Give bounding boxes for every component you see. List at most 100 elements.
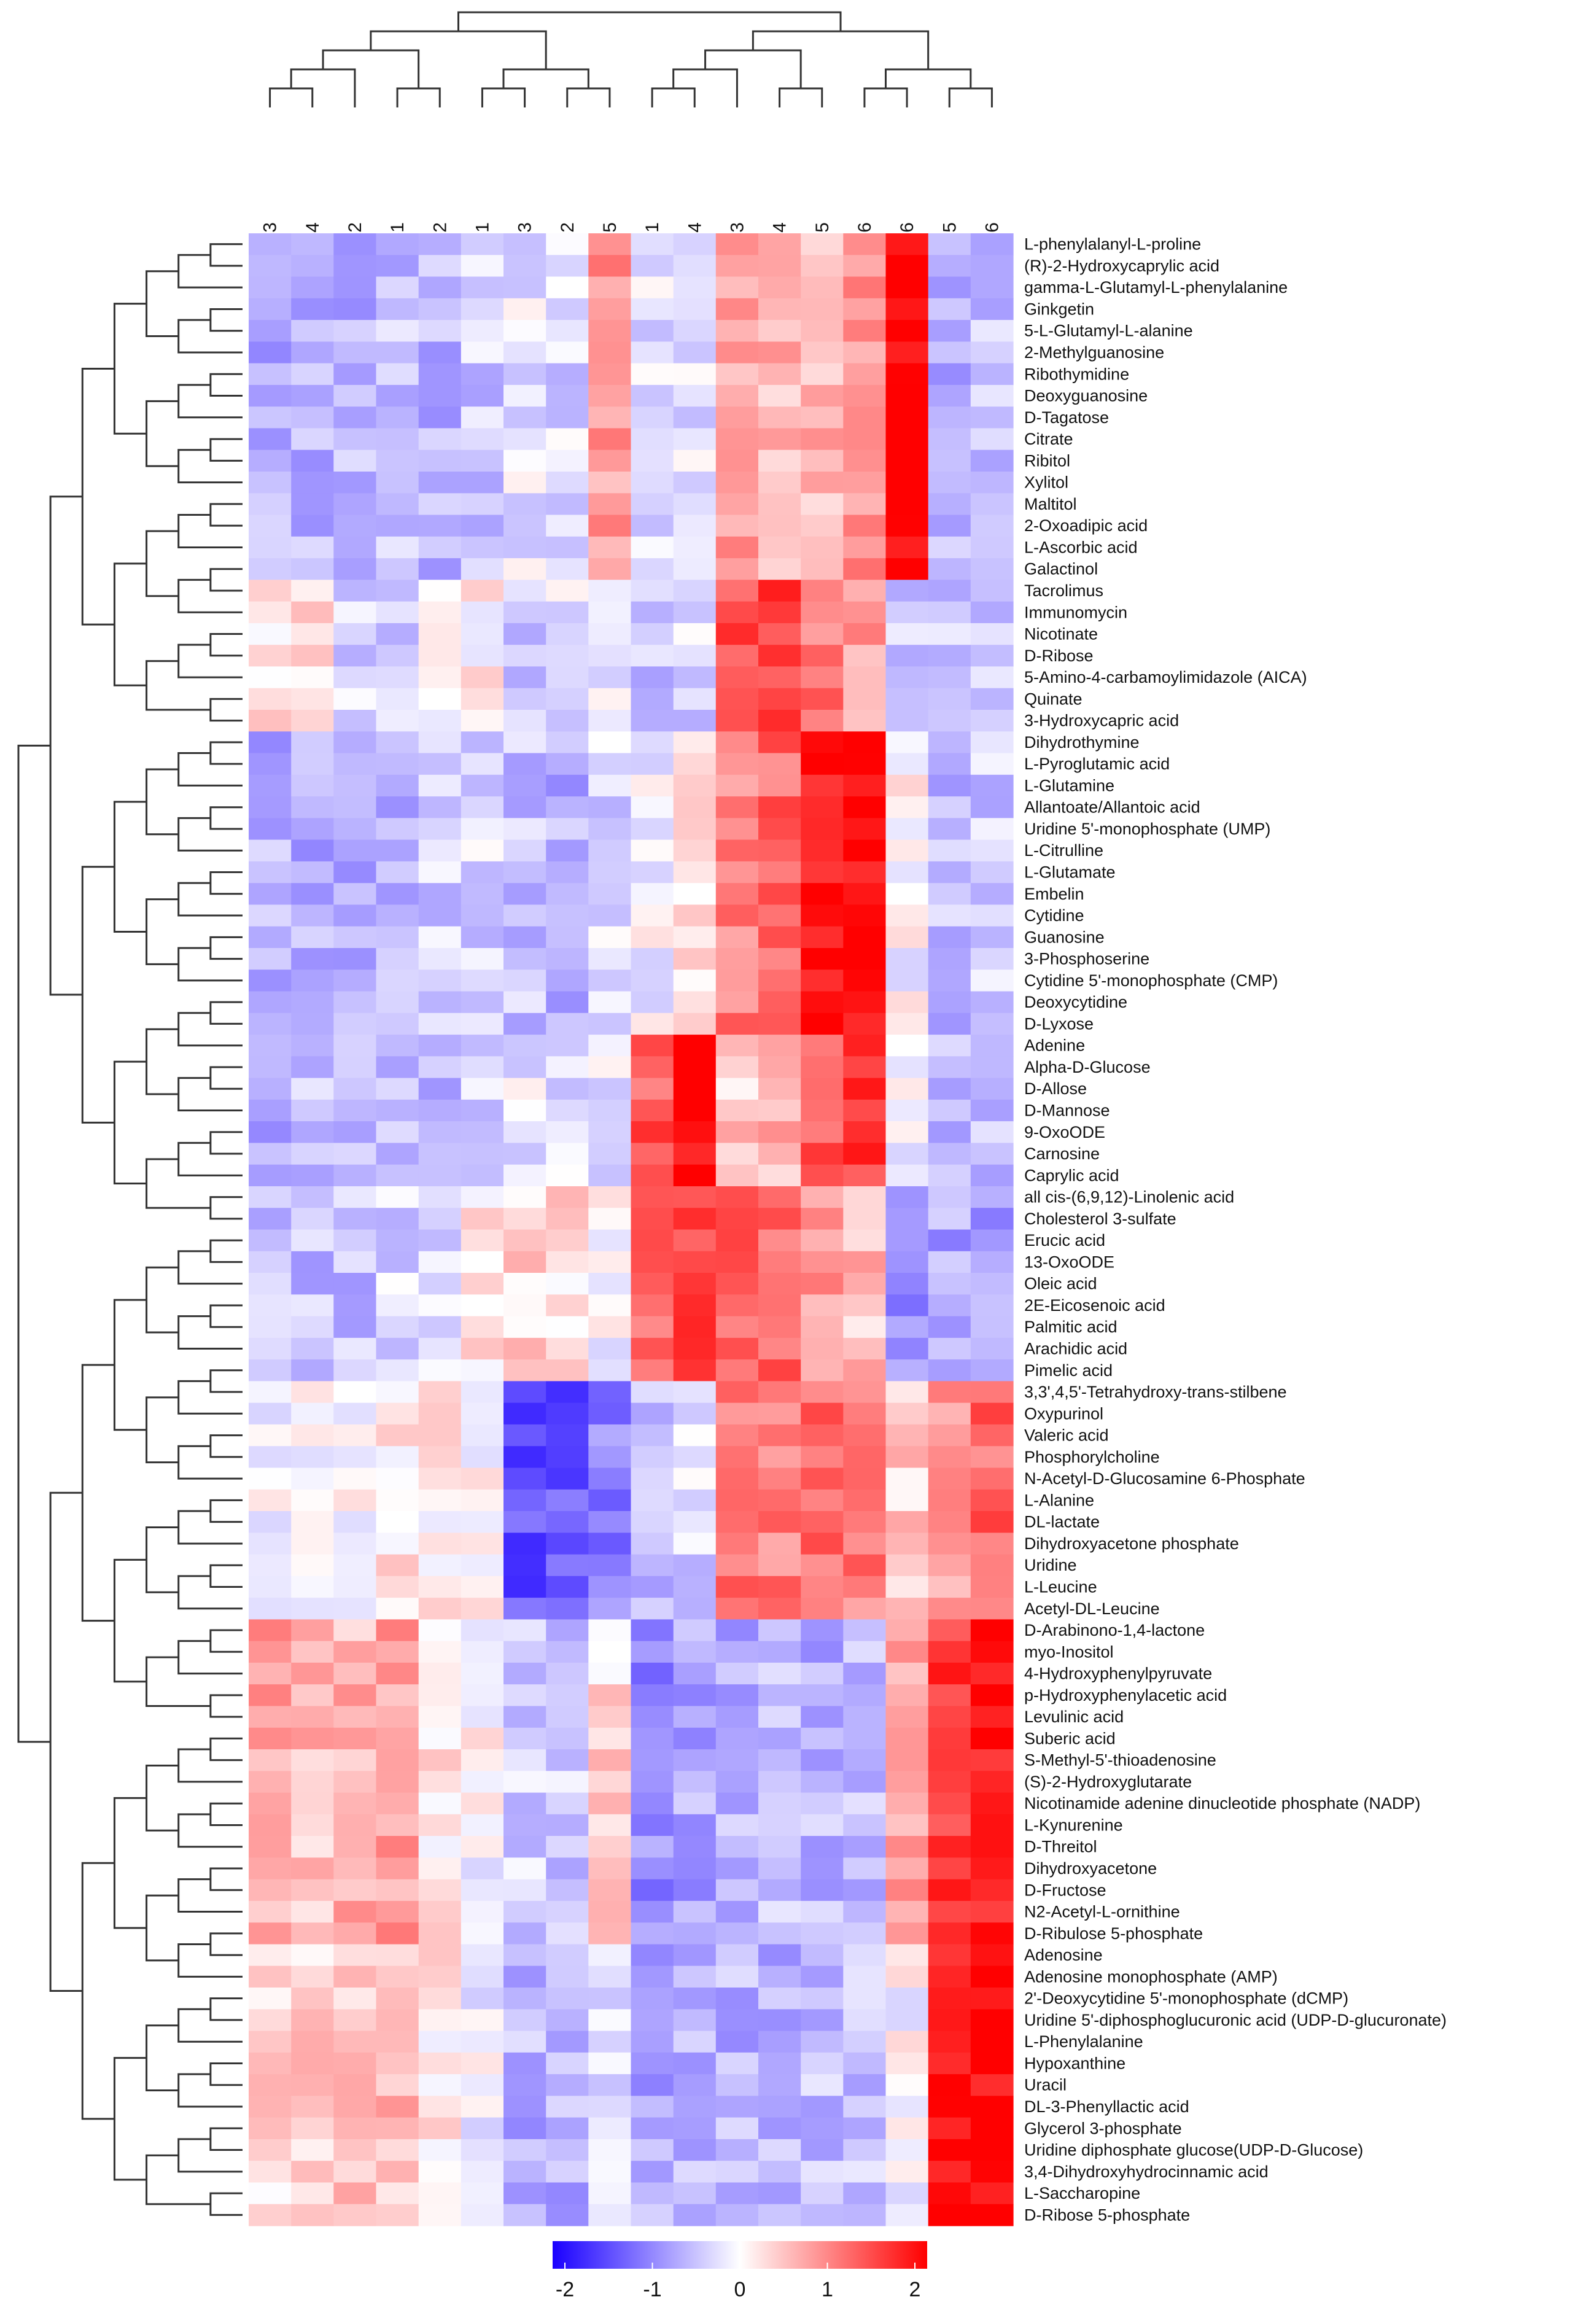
dendrogram-branch (863, 87, 908, 107)
heatmap-cell (928, 1143, 971, 1165)
heatmap-cell (588, 233, 632, 255)
heatmap-cell (758, 774, 801, 797)
heatmap-cell (503, 320, 546, 342)
heatmap-cell (546, 276, 589, 299)
heatmap-cell (461, 1857, 504, 1880)
heatmap-cell (673, 1857, 717, 1880)
heatmap-cell (801, 1944, 844, 1967)
heatmap-cell (715, 1836, 759, 1858)
heatmap-cell (333, 1164, 377, 1187)
dendrogram-branch (209, 2062, 243, 2086)
heatmap-cell (715, 2096, 759, 2118)
heatmap-cell (885, 883, 929, 906)
heatmap-cell (461, 1229, 504, 1252)
heatmap-cell (418, 2139, 462, 2161)
heatmap-cell (758, 1554, 801, 1577)
heatmap-cell (885, 731, 929, 754)
heatmap-cell (928, 904, 971, 927)
heatmap-cell (970, 1099, 1014, 1122)
heatmap-cell (758, 1381, 801, 1404)
heatmap-cell (588, 536, 632, 559)
heatmap-cell (673, 1381, 717, 1404)
heatmap-cell (801, 601, 844, 624)
heatmap-cell (461, 1944, 504, 1967)
heatmap-cell (461, 341, 504, 364)
dendrogram-branch (209, 1564, 243, 1588)
heatmap-cell (758, 1771, 801, 1794)
row-label: L-Glutamine (1024, 776, 1114, 795)
heatmap-cell (970, 1208, 1014, 1230)
heatmap-cell (249, 839, 292, 862)
dendrogram-branch (49, 496, 83, 996)
row-label: Uridine 5'-diphosphoglucuronic acid (UDP… (1024, 2011, 1447, 2029)
heatmap-cell (546, 1598, 589, 1620)
heatmap-cell (843, 515, 887, 537)
heatmap-cell (715, 298, 759, 321)
heatmap-cell (291, 1511, 334, 1533)
heatmap-cell (715, 233, 759, 255)
heatmap-cell (673, 1922, 717, 1945)
heatmap-cell (333, 1099, 377, 1122)
heatmap-cell (843, 710, 887, 732)
heatmap-cell (843, 1121, 887, 1143)
heatmap-cell (758, 904, 801, 927)
heatmap-cell (928, 472, 971, 494)
heatmap-cell (758, 1012, 801, 1035)
heatmap-cell (673, 1554, 717, 1577)
row-label: Ginkgetin (1024, 300, 1094, 319)
heatmap-cell (249, 1641, 292, 1663)
heatmap-cell (631, 1922, 674, 1945)
heatmap-cell (885, 472, 929, 494)
heatmap-cell (249, 1337, 292, 1360)
heatmap-cell (885, 1988, 929, 2010)
heatmap-cell (673, 818, 717, 841)
heatmap-cell (970, 1402, 1014, 1425)
heatmap-cell (503, 904, 546, 927)
heatmap-cell (588, 2204, 632, 2226)
heatmap-cell (461, 1749, 504, 1771)
heatmap-cell (970, 449, 1014, 472)
heatmap-cell (376, 1337, 419, 1360)
heatmap-cell (885, 1424, 929, 1447)
heatmap-cell (928, 384, 971, 407)
heatmap-cell (970, 1662, 1014, 1685)
heatmap-cell (376, 645, 419, 667)
heatmap-cell (631, 1294, 674, 1317)
heatmap-cell (333, 2139, 377, 2161)
heatmap-cell (333, 1446, 377, 1469)
heatmap-cell (928, 1381, 971, 1404)
heatmap-cell (758, 558, 801, 580)
heatmap-cell (503, 341, 546, 364)
heatmap-cell (970, 2096, 1014, 2118)
heatmap-cell (418, 1273, 462, 1295)
dendrogram-branch (113, 1797, 147, 1929)
heatmap-cell (801, 1273, 844, 1295)
heatmap-cell (461, 1965, 504, 1988)
heatmap-cell (801, 1294, 844, 1317)
heatmap-cell (673, 2161, 717, 2183)
heatmap-cell (715, 1251, 759, 1273)
heatmap-cell (249, 2204, 292, 2226)
heatmap-cell (928, 1035, 971, 1057)
heatmap-cell (631, 1489, 674, 1512)
heatmap-cell (588, 1316, 632, 1339)
heatmap-cell (631, 1511, 674, 1533)
heatmap-cell (928, 731, 971, 754)
heatmap-cell (801, 472, 844, 494)
heatmap-cell (249, 1727, 292, 1750)
heatmap-cell (928, 1598, 971, 1620)
heatmap-cell (249, 904, 292, 927)
heatmap-cell (461, 233, 504, 255)
heatmap-cell (503, 2161, 546, 2183)
heatmap-cell (546, 2074, 589, 2096)
heatmap-cell (885, 493, 929, 516)
heatmap-cell (970, 341, 1014, 364)
dendrogram-branch (209, 1867, 243, 1891)
heatmap-cell (333, 1619, 377, 1642)
heatmap-cell (801, 970, 844, 992)
heatmap-cell (843, 1143, 887, 1165)
heatmap-cell (970, 1229, 1014, 1252)
heatmap-cell (461, 1900, 504, 1923)
heatmap-cell (673, 384, 717, 407)
heatmap-cell (376, 926, 419, 949)
